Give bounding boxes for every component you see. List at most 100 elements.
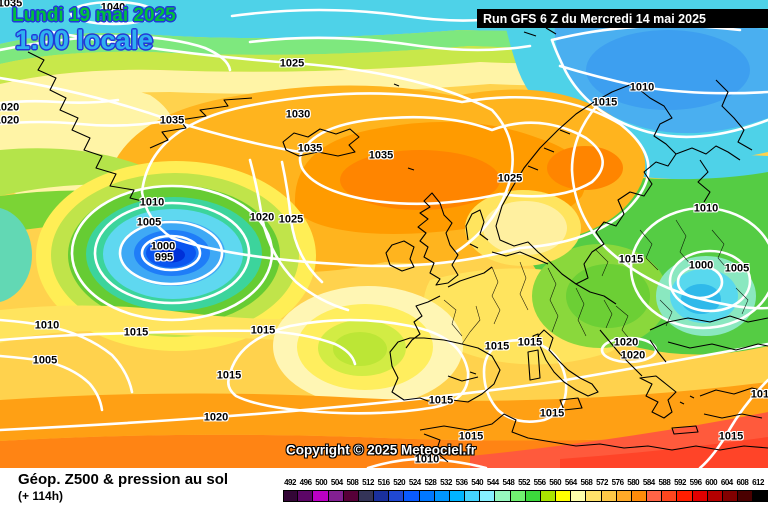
colorbar-tick-label: 500 (315, 478, 328, 487)
colorbar-tick-label: 580 (627, 478, 640, 487)
pressure-label: 1020 (613, 336, 639, 349)
colorbar-cell (722, 490, 739, 502)
colorbar-cell (738, 490, 754, 502)
colorbar-cell (692, 490, 708, 502)
colorbar-tick-label: 584 (642, 478, 655, 487)
colorbar-cell (647, 490, 663, 502)
pressure-label: 1015 (718, 430, 744, 443)
pressure-label: 1010 (34, 319, 60, 332)
pressure-label: 1015 (750, 388, 768, 401)
pressure-label: 1005 (136, 216, 162, 229)
colorbar-cell (389, 490, 405, 502)
colorbar-cell (449, 490, 466, 502)
colorbar-tick-label: 544 (486, 478, 499, 487)
pressure-label: 1015 (123, 326, 149, 339)
pressure-label: 1025 (279, 57, 305, 70)
pressure-label: 1015 (428, 394, 454, 407)
colorbar-tick-label: 504 (330, 478, 343, 487)
pressure-label: 1010 (629, 81, 655, 94)
legend-bar: Géop. Z500 & pression au sol (+ 114h) 49… (0, 468, 768, 512)
colorbar-tick-label: 564 (564, 478, 577, 487)
colorbar-tick-label: 612 (752, 478, 764, 487)
colorbar-tick-label: 560 (549, 478, 562, 487)
pressure-label: 1035 (297, 142, 323, 155)
pressure-label: 1010 (693, 202, 719, 215)
colorbar-tick-label: 540 (471, 478, 484, 487)
colorbar-tick-label: 528 (424, 478, 437, 487)
pressure-label: 1025 (497, 172, 523, 185)
colorbar-cell (662, 490, 678, 502)
colorbar-tick-label: 496 (299, 478, 312, 487)
model-run-banner: Run GFS 6 Z du Mercredi 14 mai 2025 (477, 9, 768, 28)
colorbar-cell (571, 490, 587, 502)
colorbar-cell (601, 490, 617, 502)
isobar-contours (0, 0, 768, 468)
colorbar-cell (556, 490, 572, 502)
colorbar-tick-label: 524 (408, 478, 421, 487)
pressure-label: 1035 (99, 12, 125, 25)
colorbar-cell (753, 490, 768, 502)
colorbar-cell (540, 490, 557, 502)
colorbar-tick-label: 576 (611, 478, 624, 487)
colorbar-tick-label: 556 (533, 478, 546, 487)
colorbar-cell (358, 490, 375, 502)
copyright-notice: Copyright © 2025 Meteociel.fr (286, 442, 476, 458)
z500-fill-field (0, 0, 768, 468)
colorbar-cell (525, 490, 541, 502)
valid-time-label: 1:00 locale (15, 25, 154, 55)
colorbar-tick-label: 512 (362, 478, 374, 487)
pressure-label: 1015 (250, 324, 276, 337)
pressure-label: 1020 (620, 349, 646, 362)
colorbar-tick-label: 516 (377, 478, 390, 487)
colorbar-tick-label: 552 (518, 478, 530, 487)
pressure-label: 1015 (517, 336, 543, 349)
pressure-label: 1015 (618, 253, 644, 266)
pressure-label: 1020 (203, 411, 229, 424)
colorbar-cell (707, 490, 723, 502)
colorbar-tick-label: 508 (346, 478, 359, 487)
pressure-label: 1035 (159, 114, 185, 127)
pressure-label: 1010 (414, 453, 440, 466)
valid-date-label: Lundi 19 mai 2025 (12, 5, 176, 26)
colorbar-tick-label: 600 (705, 478, 718, 487)
colorbar-cell (616, 490, 632, 502)
colorbar-cell (480, 490, 496, 502)
colorbar-cell (328, 490, 344, 502)
map-title: Géop. Z500 & pression au sol (18, 471, 229, 488)
colorbar-cell (419, 490, 435, 502)
model-run-text: Run GFS 6 Z du Mercredi 14 mai 2025 (483, 11, 706, 26)
colorbar-tick-label: 520 (393, 478, 406, 487)
colorbar-tick-label: 604 (720, 478, 733, 487)
colorbar-cell (677, 490, 693, 502)
pressure-label: 1015 (539, 407, 565, 420)
colorbar-tick-label: 568 (580, 478, 593, 487)
colorbar-cell (313, 490, 329, 502)
pressure-label: 995 (154, 251, 174, 264)
colorbar-cell (343, 490, 359, 502)
map-canvas (0, 0, 768, 468)
colorbar (283, 490, 768, 504)
coastlines (27, 27, 768, 463)
country-borders (443, 219, 749, 345)
colorbar-tick-labels: 492 496 500 504 508 512 516 520 524 528 532 536 540 5… (0, 479, 768, 488)
colorbar-cell (631, 490, 648, 502)
colorbar-tick-label: 536 (455, 478, 468, 487)
pressure-label: 1035 (0, 0, 23, 10)
pressure-label: 1020 (249, 211, 275, 224)
colorbar-cell (510, 490, 526, 502)
colorbar-cell (374, 490, 390, 502)
forecast-hour-label: (+ 114h) (18, 489, 64, 503)
colorbar-cell (404, 490, 420, 502)
colorbar-tick-label: 492 (284, 478, 296, 487)
pressure-label: 1010 (139, 196, 165, 209)
colorbar-cell (465, 490, 481, 502)
pressure-label: 1000 (688, 259, 714, 272)
colorbar-cell (495, 490, 511, 502)
colorbar-cell (283, 490, 299, 502)
colorbar-tick-label: 572 (596, 478, 608, 487)
pressure-label: 1030 (285, 108, 311, 121)
colorbar-tick-label: 592 (674, 478, 686, 487)
colorbar-cell (298, 490, 314, 502)
pressure-label: 1015 (484, 340, 510, 353)
